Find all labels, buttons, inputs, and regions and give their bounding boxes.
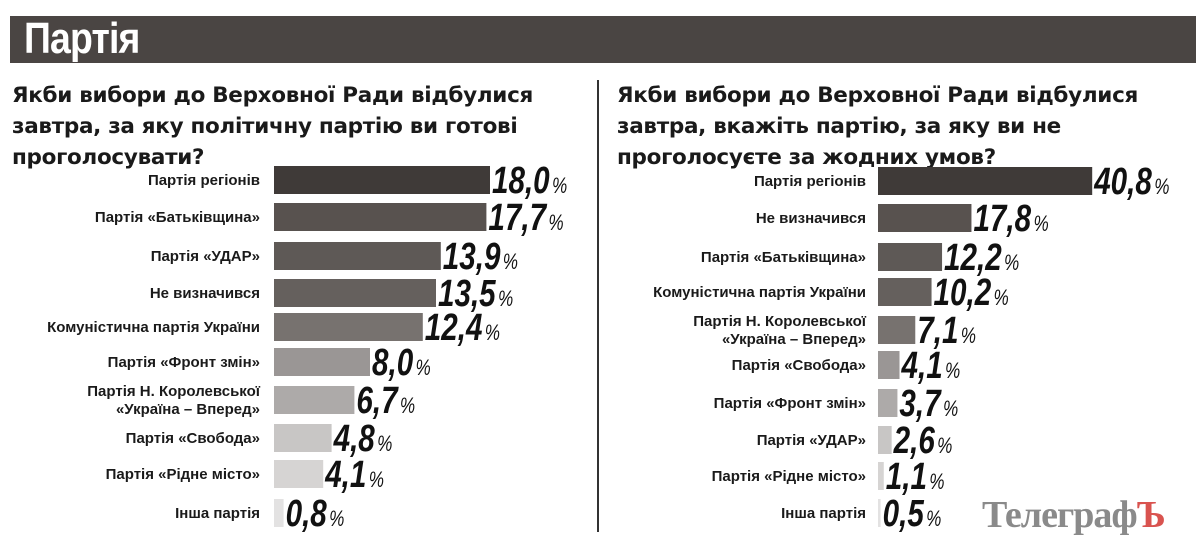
bar xyxy=(274,203,487,231)
value-label: 17,7% xyxy=(488,197,563,239)
category-label: Партія «Свобода» xyxy=(732,357,866,374)
category-label: Партія «Рідне місто» xyxy=(712,468,866,485)
value-label: 17,8% xyxy=(973,198,1048,240)
logo-text: Телеграф xyxy=(982,494,1138,536)
bar xyxy=(878,499,881,527)
category-label: Не визначився xyxy=(150,285,260,302)
bar xyxy=(878,243,943,271)
bar xyxy=(274,166,490,194)
divider xyxy=(597,80,599,532)
page-title: Партія xyxy=(24,14,140,63)
bar xyxy=(274,424,332,452)
value-label: 12,2% xyxy=(944,237,1019,279)
telegraf-logo: ТелеграфЪ xyxy=(982,493,1166,537)
value-label: 8,0% xyxy=(372,342,431,384)
value-label: 13,5% xyxy=(438,273,513,315)
category-label: Не визначився xyxy=(756,210,866,227)
bar xyxy=(274,386,355,414)
category-label: Партія «Батьківщина» xyxy=(95,209,260,226)
bar xyxy=(878,316,916,344)
bar xyxy=(878,278,932,306)
category-label: Партія «Батьківщина» xyxy=(701,249,866,266)
bar xyxy=(878,426,892,454)
category-label: Партія регіонів xyxy=(754,173,866,190)
value-label: 3,7% xyxy=(899,383,958,425)
logo-accent: Ъ xyxy=(1136,494,1166,536)
bar xyxy=(274,313,423,341)
category-label: Партія «УДАР» xyxy=(757,432,866,449)
category-label: Партія Н. Королевської «Україна – Вперед» xyxy=(693,313,867,348)
category-label: Комуністична партія України xyxy=(47,319,260,336)
value-label: 18,0% xyxy=(492,160,567,202)
category-label: Партія Н. Королевської «Україна – Вперед» xyxy=(87,383,261,418)
chart-title-right: Якби вибори до Верховної Ради відбулися … xyxy=(617,83,1139,170)
value-label: 4,8% xyxy=(333,418,393,460)
value-label: 4,1% xyxy=(324,454,384,496)
value-label: 0,5% xyxy=(883,493,942,535)
value-label: 6,7% xyxy=(356,380,415,422)
bar xyxy=(878,351,900,379)
bar xyxy=(878,389,898,417)
bar xyxy=(878,204,972,232)
category-label: Партія «Фронт змін» xyxy=(108,354,260,371)
category-label: Партія «Рідне місто» xyxy=(106,466,260,483)
value-label: 1,1% xyxy=(886,456,945,498)
header-bar: Партія xyxy=(10,14,1196,63)
category-label: Інша партія xyxy=(175,505,260,522)
value-label: 13,9% xyxy=(443,236,518,278)
value-label: 0,8% xyxy=(286,493,345,535)
bar xyxy=(274,348,370,376)
category-label: Партія «Фронт змін» xyxy=(714,395,866,412)
value-label: 10,2% xyxy=(934,272,1009,314)
value-label: 7,1% xyxy=(917,310,976,352)
value-label: 4,1% xyxy=(901,345,961,387)
category-label: Партія регіонів xyxy=(148,172,260,189)
chart-title-left: Якби вибори до Верховної Ради відбулися … xyxy=(12,83,534,170)
bar xyxy=(878,167,1093,195)
bar xyxy=(274,279,436,307)
value-label: 12,4% xyxy=(425,307,500,349)
value-label: 2,6% xyxy=(893,420,953,462)
category-label: Інша партія xyxy=(781,505,866,522)
category-label: Партія «Свобода» xyxy=(126,430,260,447)
bar xyxy=(878,462,884,490)
bar xyxy=(274,499,284,527)
category-label: Партія «УДАР» xyxy=(151,248,260,265)
bar xyxy=(274,242,441,270)
bar xyxy=(274,460,324,488)
category-label: Комуністична партія України xyxy=(653,284,866,301)
value-label: 40,8% xyxy=(1093,161,1169,203)
